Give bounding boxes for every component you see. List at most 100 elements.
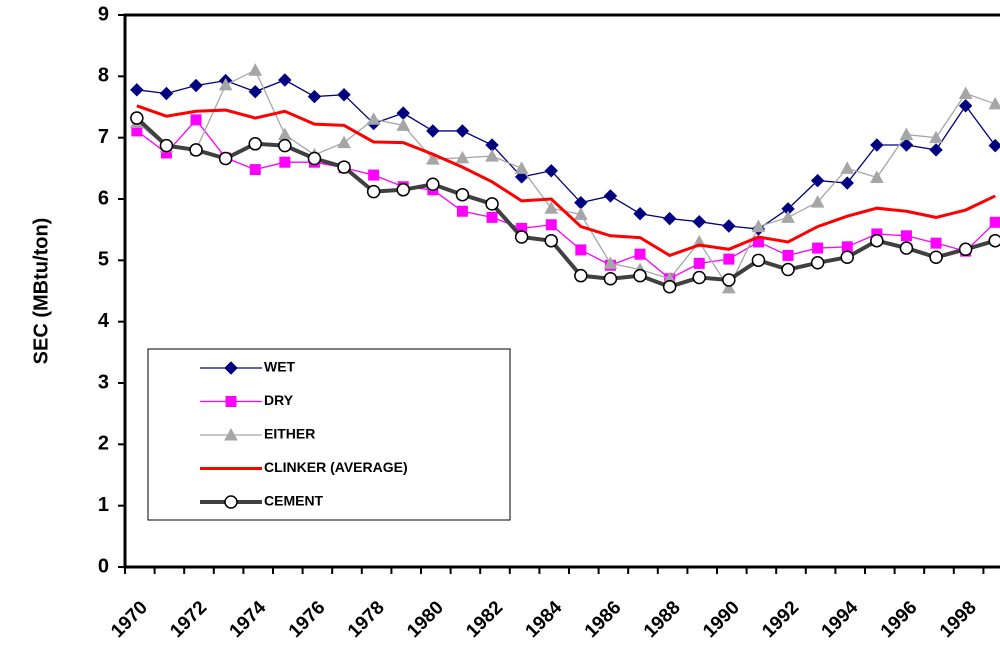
x-tick-label: 1990 (699, 597, 744, 642)
data-point (545, 219, 557, 231)
x-tick-label: 1974 (226, 597, 271, 642)
data-point (248, 84, 262, 99)
data-point (485, 149, 499, 162)
data-point (840, 176, 854, 190)
data-point (368, 169, 380, 181)
data-point (159, 138, 174, 153)
data-point (692, 214, 706, 229)
data-point (130, 111, 144, 125)
x-tick-label: 1992 (758, 597, 803, 642)
data-point (307, 151, 322, 166)
data-point (751, 219, 766, 233)
data-point (278, 73, 292, 87)
series-line (136, 104, 996, 258)
y-tick-label: 6 (98, 187, 109, 209)
x-tick-label: 1996 (877, 597, 922, 642)
data-point (988, 138, 1000, 153)
data-point (722, 219, 736, 233)
legend-label: CLINKER (AVERAGE) (264, 459, 408, 475)
data-point (218, 77, 233, 91)
data-point (337, 160, 351, 174)
data-point (781, 262, 795, 277)
data-point (662, 279, 677, 294)
data-point (633, 207, 647, 221)
x-tick-label: 1970 (107, 597, 152, 642)
data-point (751, 253, 766, 268)
data-point (929, 130, 943, 144)
data-point (514, 161, 529, 174)
data-point (514, 230, 529, 244)
data-point (396, 118, 411, 131)
y-tick-label: 5 (98, 249, 109, 271)
legend-label: DRY (264, 392, 294, 408)
data-point (633, 268, 647, 283)
data-point (486, 211, 498, 223)
data-point (958, 99, 973, 113)
data-point (159, 86, 174, 101)
data-point (870, 138, 884, 152)
data-point (455, 150, 470, 164)
y-tick-label: 9 (98, 3, 109, 25)
legend-marker (224, 361, 238, 375)
y-tick-label: 1 (98, 494, 109, 516)
legend-label: EITHER (264, 426, 315, 442)
data-point (810, 256, 825, 270)
data-point (662, 211, 677, 226)
y-tick-label: 8 (98, 65, 109, 87)
plot-area (123, 13, 1000, 569)
data-point (870, 233, 884, 248)
data-point (721, 280, 736, 294)
data-point (841, 241, 853, 253)
data-point (277, 127, 292, 141)
data-point (425, 152, 440, 165)
data-point (930, 237, 942, 249)
data-point (189, 143, 203, 157)
legend-marker (225, 396, 237, 407)
data-point (722, 273, 736, 287)
legend-marker (224, 427, 238, 441)
x-tick-label: 1976 (285, 597, 330, 642)
data-point (899, 127, 914, 141)
data-point (782, 249, 794, 261)
x-tick-label: 1994 (818, 597, 863, 642)
y-tick-label: 7 (98, 126, 109, 148)
data-point (989, 216, 1000, 228)
data-point (603, 256, 618, 269)
data-point (575, 244, 587, 256)
x-tick-label: 1972 (166, 597, 211, 642)
data-point (840, 161, 855, 174)
data-point (366, 184, 381, 199)
x-tick-label: 1982 (462, 597, 507, 642)
data-point (988, 96, 1000, 110)
legend-label: WET (264, 359, 296, 375)
data-point (279, 156, 291, 168)
data-point (248, 137, 262, 151)
data-point (544, 233, 558, 248)
data-point (603, 189, 618, 203)
data-point (723, 253, 735, 265)
legend-label: CEMENT (264, 493, 324, 509)
data-point (900, 230, 912, 242)
data-point (958, 86, 973, 100)
data-point (634, 248, 646, 260)
data-point (248, 63, 263, 76)
data-point (426, 177, 440, 192)
data-point (840, 250, 854, 265)
data-point (218, 151, 233, 166)
y-tick-label: 4 (98, 310, 110, 332)
data-point (869, 170, 884, 184)
x-tick-label: 1988 (640, 597, 685, 642)
series-line (135, 116, 996, 289)
data-point (485, 197, 499, 211)
x-tick-label: 1986 (581, 597, 626, 642)
y-tick-label: 0 (98, 555, 109, 577)
y-tick-label: 2 (98, 433, 109, 455)
data-point (544, 164, 558, 178)
legend: WET DRY EITHER CLINKER (AVERAGE) CEMENT (147, 348, 511, 521)
data-point (781, 210, 795, 223)
data-point (455, 124, 470, 138)
series-line (136, 79, 996, 230)
data-point (337, 88, 351, 102)
data-point (130, 83, 144, 97)
